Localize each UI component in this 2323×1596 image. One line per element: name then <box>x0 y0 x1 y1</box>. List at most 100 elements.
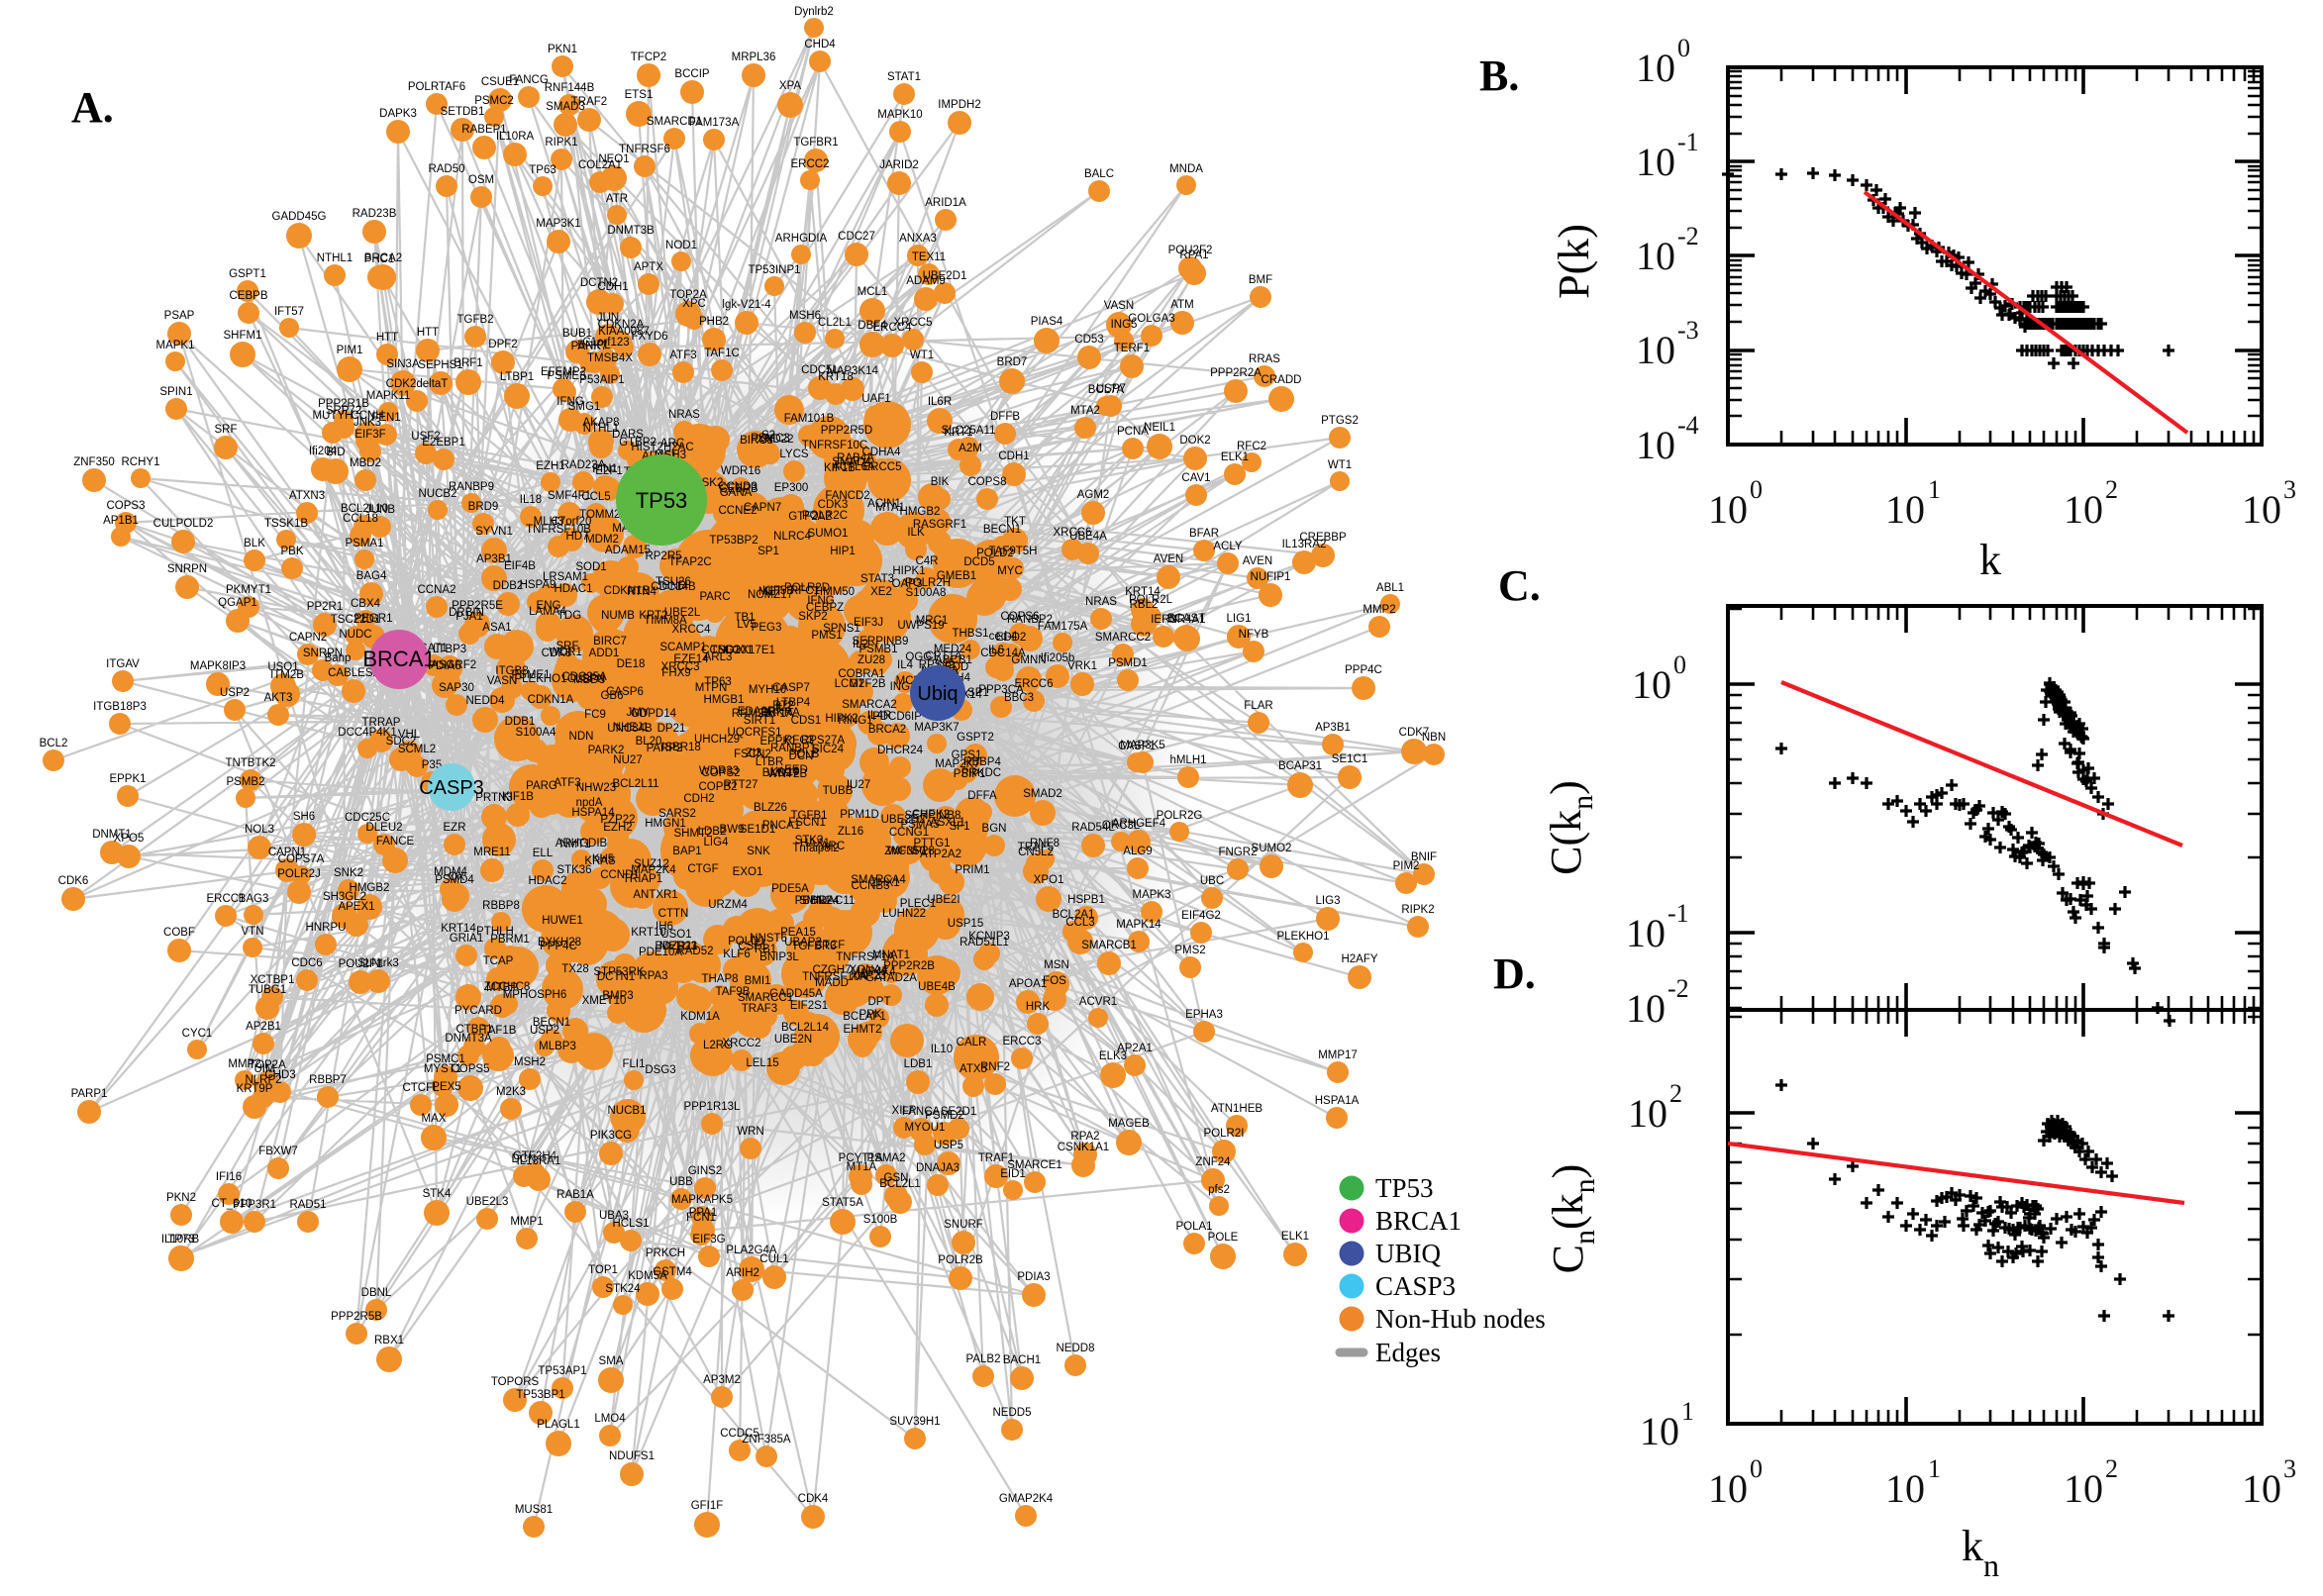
svg-text:PMS2: PMS2 <box>1174 945 1205 956</box>
svg-text:SPIN1: SPIN1 <box>159 386 192 398</box>
svg-text:COL2A1: COL2A1 <box>578 159 622 171</box>
svg-text:DCN: DCN <box>512 1153 537 1165</box>
svg-text:C4R: C4R <box>915 555 938 567</box>
svg-text:NDN: NDN <box>569 731 594 743</box>
svg-text:NOD1: NOD1 <box>665 240 697 251</box>
svg-text:NRAS: NRAS <box>668 409 700 421</box>
svg-text:HCLS1: HCLS1 <box>612 1218 649 1230</box>
svg-text:k: k <box>1979 536 2001 584</box>
svg-text:MAP3K7: MAP3K7 <box>914 722 959 734</box>
svg-text:SIN3A: SIN3A <box>386 358 420 370</box>
svg-text:ILK: ILK <box>907 527 925 539</box>
svg-text:FAM175A: FAM175A <box>1038 621 1088 633</box>
svg-text:LMO4: LMO4 <box>594 1413 626 1425</box>
svg-text:RP2R5: RP2R5 <box>645 550 681 562</box>
svg-text:PPA1: PPA1 <box>689 1207 718 1219</box>
svg-text:10: 10 <box>2242 487 2281 532</box>
svg-text:BW9: BW9 <box>720 824 745 836</box>
svg-text:10: 10 <box>1885 1466 1925 1511</box>
svg-text:EPHA3: EPHA3 <box>1185 1009 1223 1021</box>
svg-text:UBE2I: UBE2I <box>927 894 960 906</box>
svg-text:BFAR: BFAR <box>1189 528 1219 540</box>
svg-text:SETDB1: SETDB1 <box>441 106 485 118</box>
svg-text:POLR2I: POLR2I <box>1204 1128 1245 1140</box>
svg-text:ELK1: ELK1 <box>1281 1231 1309 1243</box>
svg-text:USP15: USP15 <box>948 918 983 930</box>
svg-text:WCNP28: WCNP28 <box>887 846 935 857</box>
svg-text:CDC14B: CDC14B <box>651 581 696 593</box>
svg-text:TIMM50: TIMM50 <box>813 586 855 598</box>
svg-text:STAT3: STAT3 <box>860 573 894 585</box>
svg-text:SMARCA2: SMARCA2 <box>842 699 897 711</box>
svg-text:ELK1: ELK1 <box>1221 451 1249 463</box>
svg-text:TP53: TP53 <box>1375 1173 1434 1203</box>
svg-text:SUMO2: SUMO2 <box>1252 843 1292 854</box>
svg-text:KH5: KH5 <box>592 853 614 865</box>
svg-text:PCNA: PCNA <box>1117 426 1149 438</box>
svg-text:DFFB: DFFB <box>990 411 1020 423</box>
svg-text:CSNK1A1: CSNK1A1 <box>1058 1142 1109 1153</box>
svg-text:PCYT1A: PCYT1A <box>839 1152 883 1164</box>
svg-text:PPP2R2B: PPP2R2B <box>883 960 935 972</box>
svg-text:ITGAV: ITGAV <box>106 658 140 670</box>
svg-text:TOP2A: TOP2A <box>249 1059 286 1071</box>
svg-text:VASN: VASN <box>487 675 517 687</box>
svg-text:GSN: GSN <box>884 1172 909 1184</box>
svg-text:PSAP: PSAP <box>164 310 195 322</box>
svg-text:TOP2A: TOP2A <box>669 289 707 301</box>
svg-text:ADAM15: ADAM15 <box>605 545 651 556</box>
svg-text:VRK1: VRK1 <box>1067 660 1097 672</box>
svg-text:UBC: UBC <box>1200 875 1224 887</box>
svg-text:TIMM8A: TIMM8A <box>644 615 687 627</box>
svg-text:ITGB8: ITGB8 <box>495 665 528 677</box>
svg-text:EZH2: EZH2 <box>603 822 632 834</box>
svg-text:TP63: TP63 <box>529 164 556 176</box>
svg-text:KRT2: KRT2 <box>639 610 667 622</box>
svg-text:MTPN: MTPN <box>695 682 728 694</box>
svg-text:10: 10 <box>1626 911 1666 955</box>
svg-text:RRM2B: RRM2B <box>732 708 772 720</box>
svg-text:PRKRA: PRKRA <box>760 707 800 719</box>
svg-text:FAM101B: FAM101B <box>784 413 835 425</box>
svg-text:AP2A1: AP2A1 <box>1117 1043 1153 1054</box>
svg-text:IFNG: IFNG <box>556 396 584 408</box>
svg-text:npdA: npdA <box>576 797 603 809</box>
svg-text:MYOU1: MYOU1 <box>905 1122 946 1134</box>
svg-text:PALB2: PALB2 <box>966 1353 1001 1365</box>
svg-text:MAP4K4: MAP4K4 <box>851 966 896 978</box>
svg-text:BCL7A: BCL7A <box>1088 384 1125 396</box>
svg-text:3: 3 <box>2283 475 2296 504</box>
svg-text:PSMA1: PSMA1 <box>346 538 384 549</box>
svg-text:TRAF3: TRAF3 <box>742 1003 777 1015</box>
svg-text:-2: -2 <box>1667 974 1689 1003</box>
svg-text:APOA1: APOA1 <box>1009 978 1047 990</box>
svg-text:NRAS: NRAS <box>1085 596 1117 608</box>
svg-text:DDB1: DDB1 <box>505 716 536 728</box>
svg-text:FC9: FC9 <box>584 709 606 721</box>
svg-text:CDC14A: CDC14A <box>980 648 1026 659</box>
svg-text:THAP8: THAP8 <box>701 973 738 985</box>
svg-text:TGFB1: TGFB1 <box>790 810 827 822</box>
svg-text:CCDC5: CCDC5 <box>720 1428 759 1440</box>
svg-text:AP2B1: AP2B1 <box>246 1021 281 1033</box>
svg-text:SMARCB1: SMARCB1 <box>1081 940 1137 951</box>
svg-text:HSPA1A: HSPA1A <box>1315 1095 1360 1107</box>
svg-text:KIF1B: KIF1B <box>824 462 856 474</box>
svg-text:Ubiq: Ubiq <box>917 683 958 705</box>
svg-text:ACLY: ACLY <box>1213 541 1243 552</box>
svg-text:CDKN2A: CDKN2A <box>598 319 645 331</box>
svg-text:HSPB1: HSPB1 <box>1067 894 1105 906</box>
svg-text:DBNL: DBNL <box>361 1287 392 1299</box>
svg-text:ERCC1: ERCC1 <box>207 893 246 905</box>
svg-text:OX: OX <box>449 871 465 883</box>
svg-text:CCNA2: CCNA2 <box>418 584 456 596</box>
svg-text:GDPD14: GDPD14 <box>631 708 677 720</box>
svg-text:ING5: ING5 <box>1111 319 1138 331</box>
svg-text:TAF1C: TAF1C <box>704 348 740 359</box>
svg-text:DRBIN: DRBIN <box>449 607 484 619</box>
svg-text:POLR2J: POLR2J <box>277 868 320 880</box>
svg-text:BUB1: BUB1 <box>562 328 592 340</box>
svg-text:PTHLH: PTHLH <box>476 926 514 938</box>
svg-text:HIPK2: HIPK2 <box>825 713 858 725</box>
svg-text:ASXL1: ASXL1 <box>930 817 965 829</box>
